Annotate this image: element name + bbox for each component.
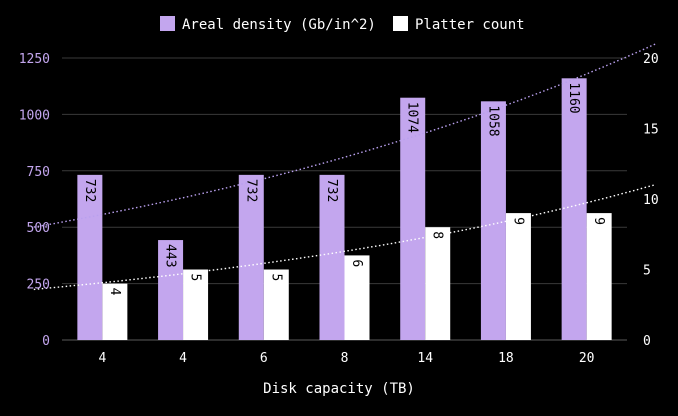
bar-areal-density: [158, 240, 184, 340]
bar-label-areal-density: 732: [324, 179, 339, 202]
right-axis-tick-label: 5: [643, 264, 651, 279]
right-axis-tick-label: 20: [643, 52, 659, 67]
bar-label-areal-density: 732: [82, 179, 97, 202]
left-axis-tick-label: 0: [42, 334, 50, 349]
x-axis-tick-label: 4: [179, 351, 187, 366]
bar-platter-count: [344, 255, 370, 340]
bar-label-platter-count: 5: [188, 274, 203, 282]
bar-label-areal-density: 732: [243, 179, 258, 202]
left-axis-ticks: 0 250 500 750 1000 1250: [19, 52, 50, 349]
left-axis-tick-label: 250: [27, 278, 50, 293]
x-axis-tick-label: 4: [98, 351, 106, 366]
left-axis-tick-label: 1000: [19, 108, 50, 123]
left-axis-tick-label: 500: [27, 221, 50, 236]
bar-areal-density: [238, 174, 264, 340]
x-axis-title: Disk capacity (TB): [263, 381, 415, 397]
x-axis-tick-label: 18: [498, 351, 514, 366]
bar-platter-count: [586, 213, 612, 340]
right-axis-ticks: 0 5 10 15 20: [643, 52, 659, 349]
bar-label-platter-count: 6: [349, 259, 364, 267]
right-axis-tick-label: 10: [643, 193, 659, 208]
bar-label-areal-density: 1074: [405, 102, 420, 133]
bar-label-platter-count: 5: [268, 274, 283, 282]
legend: Areal density (Gb/in^2) Platter count: [160, 16, 525, 33]
left-axis-tick-label: 1250: [19, 52, 50, 67]
bar-platter-count: [425, 227, 451, 340]
legend-label-areal-density: Areal density (Gb/in^2): [182, 17, 376, 33]
legend-swatch-platter-count: [393, 16, 408, 31]
bar-areal-density: [400, 97, 426, 340]
x-axis-tick-label: 6: [260, 351, 268, 366]
bar-value-labels: 732 4 443 5 732 5 732 6 1074 8 1058 9 1160 9: [82, 82, 606, 295]
legend-label-platter-count: Platter count: [415, 17, 525, 33]
trendlines: [33, 43, 656, 291]
bar-label-areal-density: 1058: [485, 105, 500, 136]
bar-platter-count: [102, 283, 128, 340]
bar-label-areal-density: 1160: [566, 82, 581, 113]
bar-areal-density: [319, 174, 345, 340]
left-axis-tick-label: 750: [27, 165, 50, 180]
x-axis-ticks: 4 4 6 8 14 18 20: [98, 351, 594, 366]
legend-swatch-areal-density: [160, 16, 175, 31]
bar-areal-density: [561, 78, 587, 340]
bar-platter-count: [505, 213, 531, 340]
x-axis-tick-label: 20: [579, 351, 595, 366]
bars: [77, 78, 612, 340]
trendline-areal-density: [33, 43, 656, 228]
bar-areal-density: [480, 101, 506, 340]
bar-label-platter-count: 9: [591, 217, 606, 225]
x-axis-tick-label: 14: [417, 351, 433, 366]
bar-areal-density: [77, 174, 103, 340]
bar-label-platter-count: 9: [510, 217, 525, 225]
bar-platter-count: [263, 269, 289, 340]
right-axis-tick-label: 15: [643, 123, 659, 138]
bar-label-platter-count: 4: [107, 288, 122, 296]
bar-platter-count: [183, 269, 209, 340]
trendline-platter-count: [33, 184, 656, 291]
x-axis-tick-label: 8: [341, 351, 349, 366]
bar-label-areal-density: 443: [163, 244, 178, 267]
right-axis-tick-label: 0: [643, 334, 651, 349]
bar-label-platter-count: 8: [430, 231, 445, 239]
